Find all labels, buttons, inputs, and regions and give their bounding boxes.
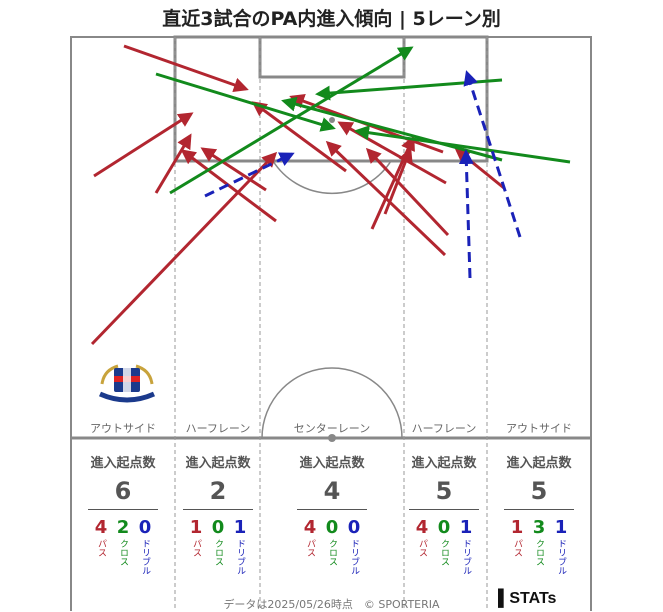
stat-header: 進入起点数 — [299, 456, 365, 471]
pass-label: パス — [305, 539, 315, 557]
cross-count: 0 — [325, 517, 339, 538]
dribble-label: ドリブル — [235, 539, 245, 575]
pass-arrow — [123, 44, 249, 93]
goal-area — [258, 35, 406, 79]
cross-label: クロス — [118, 539, 128, 566]
dribble-label: ドリブル — [461, 539, 471, 575]
stat-divider — [409, 509, 479, 510]
dribble-label: ドリブル — [556, 539, 566, 575]
brand-logo: ▌STATs — [498, 590, 556, 608]
cross-arrow — [155, 72, 336, 132]
cross-arrow — [354, 125, 571, 164]
stat-header: 進入起点数 — [506, 456, 572, 471]
lane-stats-center: 進入起点数 4 4 パス 0 クロス 0 ドリブル — [282, 452, 382, 575]
lane-dividers — [174, 37, 488, 611]
pass-arrow — [90, 151, 278, 346]
dribble-arrows — [204, 70, 522, 279]
dribble-count: 0 — [138, 517, 152, 538]
stat-divider — [297, 509, 367, 510]
stat-total: 5 — [530, 477, 548, 505]
pass-arrow — [154, 133, 192, 194]
stat-divider — [183, 509, 253, 510]
pass-arrows — [90, 44, 505, 346]
pass-label: パス — [191, 539, 201, 557]
stat-total: 6 — [114, 477, 132, 505]
pass-count: 1 — [510, 517, 524, 538]
stat-total: 2 — [209, 477, 227, 505]
data-footnote: データは2025/05/26時点 © SPORTERIA — [223, 598, 440, 611]
cross-count: 0 — [211, 517, 225, 538]
pass-arrow — [93, 112, 194, 178]
pass-arrow — [383, 147, 413, 215]
dribble-count: 1 — [233, 517, 247, 538]
lane-label-left-outside: アウトサイド — [90, 422, 156, 435]
pass-label: パス — [417, 539, 427, 557]
dribble-count: 1 — [554, 517, 568, 538]
pass-count: 4 — [94, 517, 108, 538]
lane-label-left-half: ハーフレーン — [185, 422, 251, 435]
cross-count: 2 — [116, 517, 130, 538]
dribble-label: ドリブル — [140, 539, 150, 575]
stat-header: 進入起点数 — [185, 456, 251, 471]
stat-divider — [504, 509, 574, 510]
pass-count: 4 — [303, 517, 317, 538]
dribble-label: ドリブル — [349, 539, 359, 575]
cross-arrows — [155, 46, 571, 195]
pass-arrow — [180, 149, 277, 223]
pass-arrow — [365, 147, 450, 237]
lane-stats-right-outside: 進入起点数 5 1 パス 3 クロス 1 ドリブル — [489, 452, 589, 575]
center-spot — [328, 434, 336, 442]
dribble-count: 1 — [459, 517, 473, 538]
lane-label-right-half: ハーフレーン — [411, 422, 477, 435]
lane-stats-left-half: 進入起点数 2 1 パス 0 クロス 1 ドリブル — [168, 452, 268, 575]
stat-header: 進入起点数 — [90, 456, 156, 471]
stat-total: 4 — [323, 477, 341, 505]
cross-arrow — [169, 46, 414, 195]
stat-total: 5 — [435, 477, 453, 505]
penalty-spot — [329, 117, 335, 123]
dribble-arrow — [458, 149, 474, 279]
page-title: 直近3試合のPA内進入傾向 | 5レーン別 — [162, 8, 501, 30]
cross-label: クロス — [534, 539, 544, 566]
cross-count: 3 — [532, 517, 546, 538]
lane-stats-left-outside: 進入起点数 6 4 パス 2 クロス 0 ドリブル — [73, 452, 173, 575]
lane-stats-right-half: 進入起点数 5 4 パス 0 クロス 1 ドリブル — [394, 452, 494, 575]
pass-arrow — [200, 147, 267, 192]
pass-count: 1 — [189, 517, 203, 538]
dribble-arrow — [463, 70, 522, 238]
lane-label-right-outside: アウトサイド — [506, 422, 572, 435]
pass-label: パス — [512, 539, 522, 557]
dribble-arrow — [204, 152, 295, 198]
pass-label: パス — [96, 539, 106, 557]
cross-label: クロス — [327, 539, 337, 566]
penalty-arc — [272, 160, 392, 195]
stat-divider — [88, 509, 158, 510]
cross-label: クロス — [439, 539, 449, 566]
cross-count: 0 — [437, 517, 451, 538]
club-crest-logo — [98, 364, 156, 403]
brand-icon: ▌ — [498, 590, 510, 607]
dribble-count: 0 — [347, 517, 361, 538]
center-circle — [261, 367, 403, 439]
stat-header: 進入起点数 — [411, 456, 477, 471]
pass-arrow — [251, 101, 347, 173]
brand-name: STATs — [509, 590, 557, 607]
pass-count: 4 — [415, 517, 429, 538]
lane-label-center: センターレーン — [293, 422, 371, 435]
cross-label: クロス — [213, 539, 223, 566]
